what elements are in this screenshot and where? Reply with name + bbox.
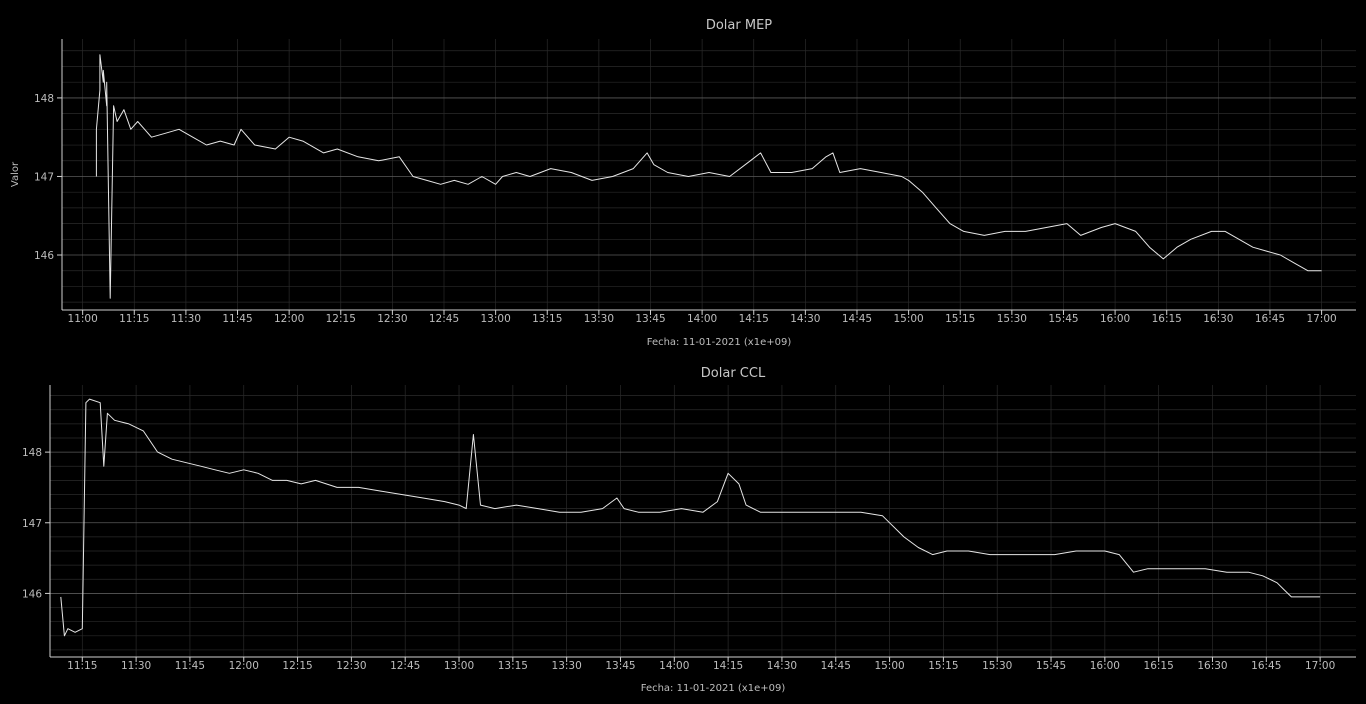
y-tick-label: 146 [22,588,42,600]
x-tick-label: 13:15 [498,660,528,672]
x-tick-label: 14:15 [713,660,743,672]
x-tick-label: 11:45 [222,313,252,325]
x-tick-label: 12:30 [336,660,366,672]
x-tick-label: 14:30 [790,313,820,325]
x-tick-label: 12:45 [390,660,420,672]
x-tick-label: 11:30 [121,660,151,672]
y-axis-label: Valor [10,161,21,187]
x-tick-label: 16:15 [1144,660,1174,672]
x-tick-label: 15:00 [893,313,923,325]
x-tick-label: 11:45 [175,660,205,672]
x-tick-label: 11:15 [119,313,149,325]
x-tick-label: 12:15 [282,660,312,672]
x-tick-label: 14:30 [767,660,797,672]
x-tick-label: 15:30 [997,313,1027,325]
x-tick-label: 15:15 [928,660,958,672]
x-tick-label: 16:00 [1100,313,1130,325]
x-tick-label: 15:45 [1048,313,1078,325]
x-tick-label: 16:00 [1090,660,1120,672]
x-tick-label: 15:30 [982,660,1012,672]
x-tick-label: 11:30 [171,313,201,325]
x-tick-label: 13:45 [635,313,665,325]
x-tick-label: 13:15 [532,313,562,325]
x-tick-label: 12:15 [326,313,356,325]
x-tick-label: 14:45 [842,313,872,325]
x-tick-label: 16:45 [1251,660,1281,672]
y-tick-label: 147 [34,171,54,183]
x-axis-label: Fecha: 11-01-2021 (x1e+09) [641,683,786,694]
chart-title: Dolar MEP [706,18,772,33]
x-tick-label: 11:00 [68,313,98,325]
y-tick-label: 148 [22,447,42,459]
x-tick-label: 14:00 [687,313,717,325]
x-tick-label: 14:00 [659,660,689,672]
y-tick-label: 148 [34,93,54,105]
series-line-1 [95,54,1322,299]
x-tick-label: 16:15 [1152,313,1182,325]
series-line-1 [60,398,1321,637]
x-tick-label: 12:00 [229,660,259,672]
x-tick-label: 15:15 [945,313,975,325]
x-tick-label: 13:30 [552,660,582,672]
chart-panel-2: 146 147 148 11:15 11:30 11:45 12:00 12:15 12:30 1… [22,366,1356,694]
x-tick-label: 16:30 [1203,313,1233,325]
x-tick-label: 13:00 [480,313,510,325]
x-tick-label: 14:45 [821,660,851,672]
x-tick-label: 15:45 [1036,660,1066,672]
y-tick-label: 146 [34,250,54,262]
x-tick-label: 17:00 [1305,660,1335,672]
chart-title: Dolar CCL [701,366,766,381]
x-tick-label: 13:00 [444,660,474,672]
x-tick-label: 15:00 [874,660,904,672]
x-tick-label: 12:00 [274,313,304,325]
x-tick-label: 17:00 [1306,313,1336,325]
chart-panel-1: 146 147 148 11:00 11:15 11:30 11:45 12:00 12:15 1… [10,18,1356,348]
x-tick-label: 16:30 [1197,660,1227,672]
x-tick-label: 16:45 [1255,313,1285,325]
x-tick-label: 12:30 [377,313,407,325]
x-tick-label: 13:45 [605,660,635,672]
x-tick-label: 11:15 [67,660,97,672]
x-tick-label: 13:30 [584,313,614,325]
y-tick-label: 147 [22,518,42,530]
x-tick-label: 14:15 [739,313,769,325]
x-tick-label: 12:45 [429,313,459,325]
x-axis-label: Fecha: 11-01-2021 (x1e+09) [647,337,792,348]
